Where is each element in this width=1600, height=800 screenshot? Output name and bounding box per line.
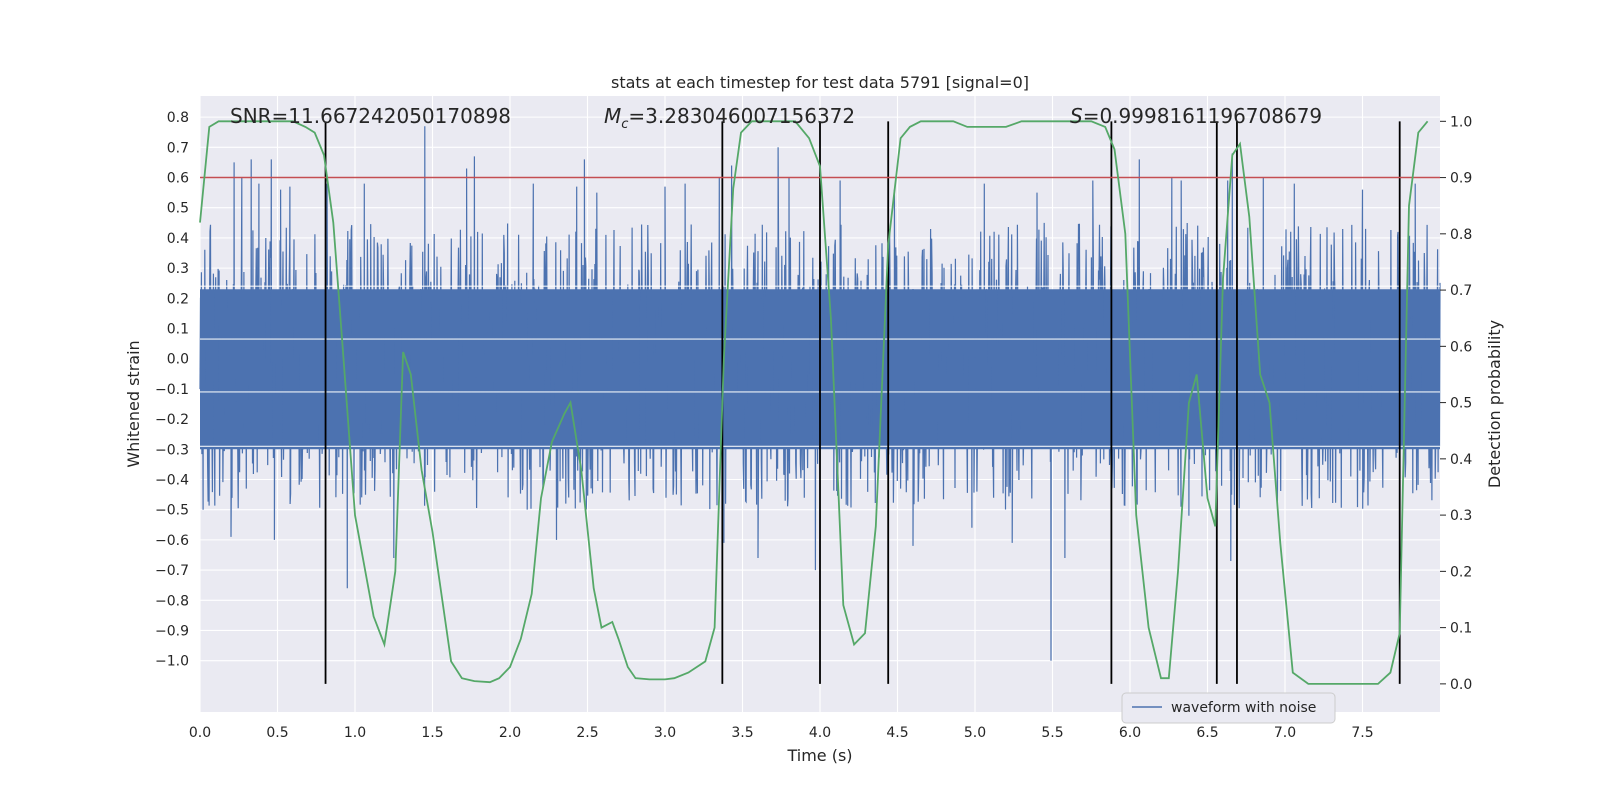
- y2-tick-label: 0.6: [1450, 339, 1472, 355]
- x-tick-label: 6.0: [1119, 725, 1141, 741]
- y-tick-label: −0.1: [155, 382, 189, 398]
- y-tick-label: 0.8: [167, 110, 189, 126]
- x-tick-label: 3.0: [654, 725, 676, 741]
- y-tick-label: 0.0: [167, 352, 189, 368]
- y-tick-label: −0.8: [155, 593, 189, 609]
- y2-tick-label: 0.4: [1450, 452, 1472, 468]
- y-tick-label: −1.0: [155, 654, 189, 670]
- x-tick-label: 7.5: [1351, 725, 1373, 741]
- y-tick-label: −0.5: [155, 503, 189, 519]
- y2-tick-label: 0.2: [1450, 564, 1472, 580]
- x-tick-label: 4.0: [809, 725, 831, 741]
- y2-tick-label: 0.3: [1450, 508, 1472, 524]
- y-tick-label: −0.9: [155, 623, 189, 639]
- x-tick-label: 7.0: [1274, 725, 1296, 741]
- y-ticks: 0.8 0.7 0.6 0.5 0.4 0.3 0.2 0.1 0.0 −0.1 −0.2 −0.3 −…: [155, 110, 189, 670]
- chirp-mass-value: =3.283046007156372: [628, 104, 855, 128]
- x-tick-label: 1.0: [344, 725, 366, 741]
- x-tick-label: 5.0: [964, 725, 986, 741]
- legend-box: [1121, 692, 1336, 724]
- y2-tick-label: 0.1: [1450, 621, 1472, 637]
- statistic-symbol: S: [1070, 104, 1083, 128]
- y-tick-label: 0.1: [167, 322, 189, 338]
- statistic-annotation: S=0.9998161196708679: [1070, 104, 1322, 128]
- y2-tick-label: 0.9: [1450, 171, 1472, 187]
- y-tick-label: −0.2: [155, 412, 189, 428]
- probability-line: [199, 120, 1429, 685]
- y2-ticks: 1.0 0.9 0.8 0.7 0.6 0.5 0.4 0.3 0.2 0.1 0.0: [1440, 114, 1472, 693]
- x-tick-label: 6.5: [1196, 725, 1218, 741]
- y-tick-label: 0.5: [167, 201, 189, 217]
- x-axis-label: Time (s): [786, 746, 852, 765]
- y-tick-label: 0.2: [167, 291, 189, 307]
- chirp-mass-symbol: M: [604, 104, 621, 128]
- y2-tick-label: 0.7: [1450, 283, 1472, 299]
- y-tick-label: −0.3: [155, 442, 189, 458]
- x-tick-label: 2.5: [576, 725, 598, 741]
- y-tick-label: −0.7: [155, 563, 189, 579]
- y-tick-label: 0.3: [167, 261, 189, 277]
- x-ticks: 0.0 0.5 1.0 1.5 2.0 2.5 3.0 3.5 4.0 4.5 5.0 5.5 6.0 6…: [189, 725, 1374, 741]
- y2-tick-label: 0.0: [1450, 677, 1472, 693]
- probability-series: [199, 120, 1429, 685]
- x-tick-label: 3.5: [731, 725, 753, 741]
- chirp-mass-subscript: c: [621, 117, 628, 132]
- y2-tick-label: 0.8: [1450, 227, 1472, 243]
- y-tick-label: 0.7: [167, 140, 189, 156]
- x-tick-label: 4.5: [886, 725, 908, 741]
- chirp-mass-annotation: Mc=3.283046007156372: [604, 104, 855, 132]
- y2-tick-label: 1.0: [1450, 114, 1472, 130]
- y-tick-label: −0.4: [155, 472, 189, 488]
- x-tick-label: 5.5: [1041, 725, 1063, 741]
- y2-axis-label: Detection probability: [1485, 320, 1504, 488]
- x-tick-label: 0.5: [266, 725, 288, 741]
- snr-annotation: SNR=11.667242050170898: [230, 104, 511, 128]
- legend-label: waveform with noise: [1171, 700, 1316, 716]
- x-tick-label: 2.0: [499, 725, 521, 741]
- legend: waveform with noise: [1121, 692, 1336, 724]
- strain-line: [199, 126, 1441, 661]
- y-tick-label: 0.6: [167, 171, 189, 187]
- chart-title: stats at each timestep for test data 579…: [611, 73, 1029, 92]
- y2-tick-label: 0.5: [1450, 396, 1472, 412]
- y-tick-label: −0.6: [155, 533, 189, 549]
- y-axis-label: Whitened strain: [124, 340, 143, 467]
- y-tick-label: 0.4: [167, 231, 189, 247]
- x-tick-label: 1.5: [421, 725, 443, 741]
- x-tick-label: 0.0: [189, 725, 211, 741]
- statistic-value: =0.9998161196708679: [1083, 104, 1322, 128]
